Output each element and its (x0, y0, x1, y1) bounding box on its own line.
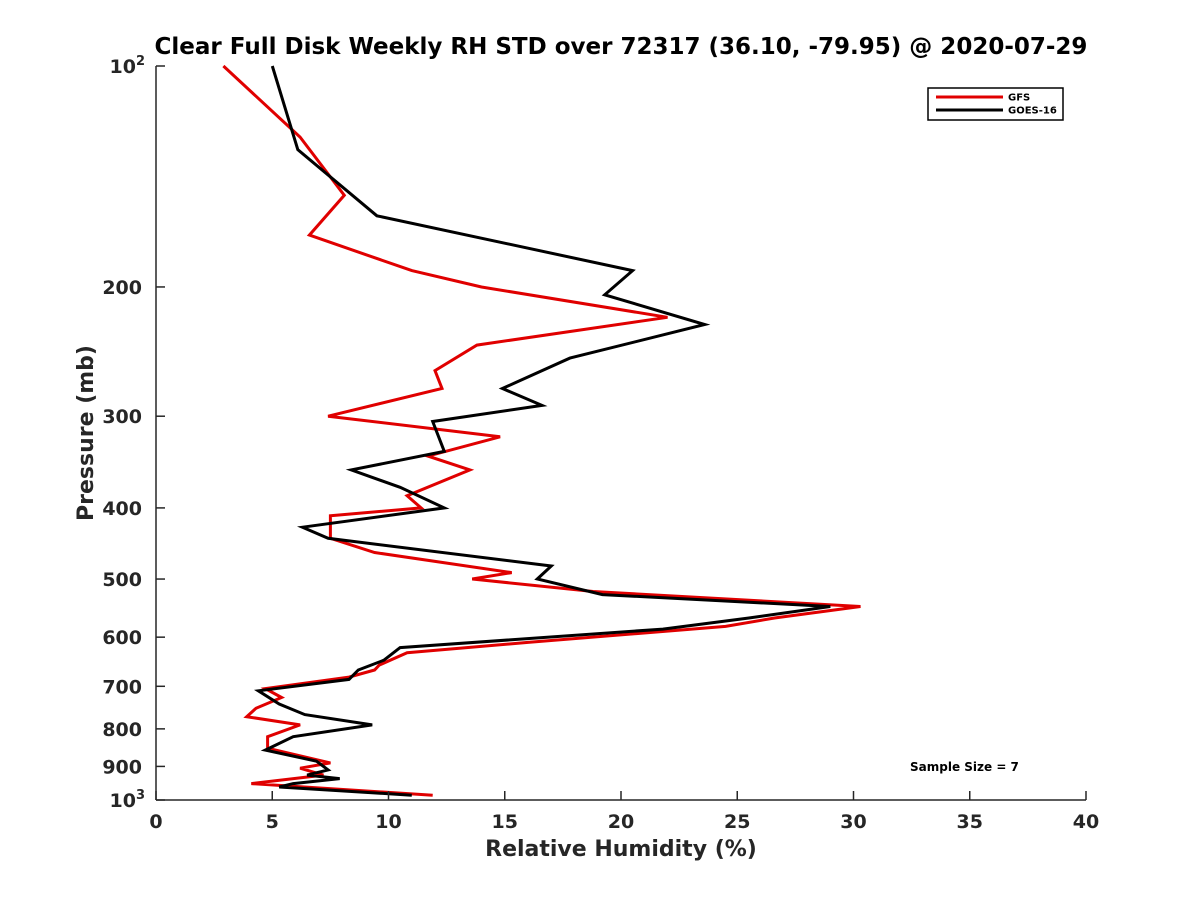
x-tick-label: 0 (149, 811, 162, 833)
x-tick-label: 10 (375, 811, 401, 833)
legend: GFS GOES-16 (927, 87, 1064, 121)
y-axis-label: Pressure (mb) (74, 345, 99, 521)
y-tick-label: 200 (102, 277, 142, 299)
series-layer (222, 64, 861, 797)
legend-box (927, 87, 1064, 121)
legend-label-gfs: GFS (1008, 93, 1030, 104)
x-tick-label: 30 (840, 811, 866, 833)
x-tick-label: 40 (1073, 811, 1099, 833)
legend-label-goes16: GOES-16 (1008, 106, 1057, 117)
x-axis-label: Relative Humidity (%) (485, 837, 757, 862)
series-line-gfs (222, 64, 861, 797)
y-tick-label: 900 (102, 756, 142, 778)
y-tick-label: 103 (110, 788, 146, 812)
y-tick-label: 500 (102, 569, 142, 591)
x-tick-label: 25 (724, 811, 750, 833)
x-tick-label: 35 (957, 811, 983, 833)
y-ticks: 102 200 300 400 500 600 700 800 900 103 (102, 54, 165, 812)
chart-title: Clear Full Disk Weekly RH STD over 72317… (155, 34, 1088, 60)
y-tick-label: 300 (102, 406, 142, 428)
sample-size-annotation: Sample Size = 7 (910, 760, 1019, 774)
y-tick-label: 800 (102, 719, 142, 741)
x-tick-label: 15 (492, 811, 518, 833)
x-ticks: 0 5 10 15 20 25 30 35 40 (149, 791, 1099, 833)
y-tick-label: 600 (102, 627, 142, 649)
series-line-goes16 (253, 65, 831, 797)
x-tick-label: 5 (266, 811, 279, 833)
y-tick-label: 102 (110, 54, 146, 78)
y-tick-label: 700 (102, 676, 142, 698)
x-tick-label: 20 (608, 811, 634, 833)
y-tick-label: 400 (102, 498, 142, 520)
